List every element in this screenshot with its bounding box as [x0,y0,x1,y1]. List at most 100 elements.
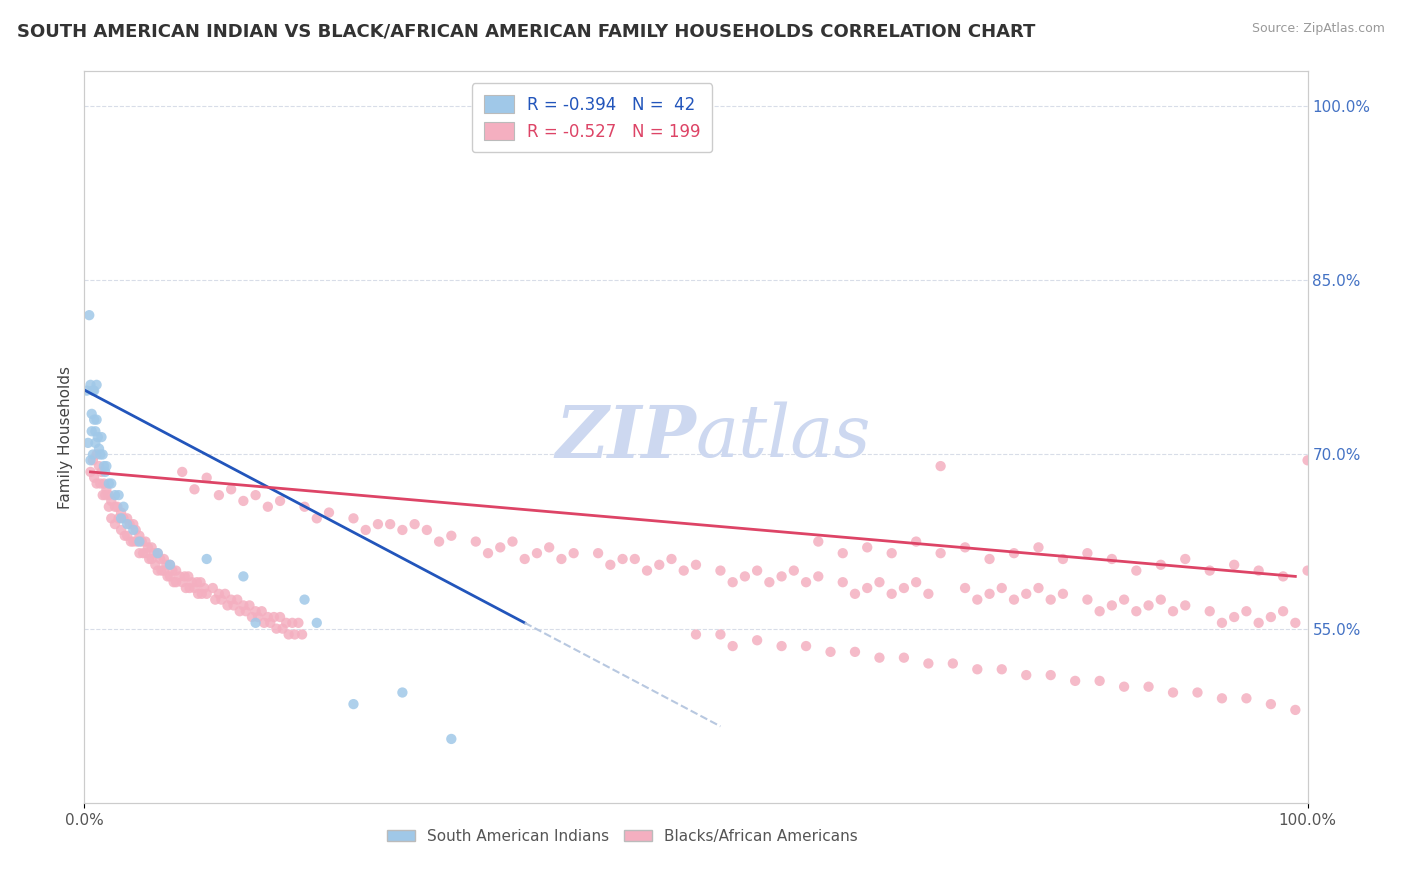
Point [1223,610,1246,624]
Point [107,511,129,525]
Point [266,622,288,636]
Point [1088,604,1111,618]
Point [208,587,231,601]
Point [90,465,112,479]
Point [214,587,236,601]
Point [83,471,105,485]
Point [1260,697,1282,711]
Point [661,552,683,566]
Point [1284,703,1306,717]
Point [86,377,108,392]
Point [276,615,298,630]
Point [1211,615,1233,630]
Point [83,384,105,398]
Point [132,546,155,560]
Point [187,587,209,601]
Point [1039,592,1062,607]
Point [146,564,169,578]
Point [709,564,731,578]
Point [253,615,276,630]
Point [263,610,285,624]
Point [84,436,107,450]
Point [929,546,952,560]
Point [1125,604,1147,618]
Point [79,377,101,392]
Point [125,523,148,537]
Point [1114,680,1136,694]
Point [232,599,254,613]
Point [94,488,117,502]
Point [281,615,304,630]
Point [122,534,145,549]
Point [367,517,389,532]
Point [107,488,129,502]
Point [269,494,291,508]
Text: SOUTH AMERICAN INDIAN VS BLACK/AFRICAN AMERICAN FAMILY HOUSEHOLDS CORRELATION CH: SOUTH AMERICAN INDIAN VS BLACK/AFRICAN A… [17,22,1035,40]
Point [179,581,201,595]
Point [1137,599,1160,613]
Point [721,639,744,653]
Point [247,610,270,624]
Point [183,581,205,595]
Point [190,575,212,590]
Point [953,541,976,555]
Point [404,517,426,532]
Point [245,615,267,630]
Point [269,610,291,624]
Point [89,448,111,462]
Point [105,500,128,514]
Point [979,587,1001,601]
Point [193,581,215,595]
Point [165,575,187,590]
Point [232,494,254,508]
Point [90,430,112,444]
Point [905,575,928,590]
Point [245,488,267,502]
Point [1187,685,1209,699]
Point [893,581,915,595]
Point [138,552,160,566]
Point [97,476,120,491]
Point [1236,691,1258,706]
Point [82,453,104,467]
Point [305,615,328,630]
Point [391,523,413,537]
Point [94,465,117,479]
Point [1150,592,1173,607]
Point [245,604,267,618]
Point [172,465,194,479]
Point [1114,592,1136,607]
Point [146,546,169,560]
Point [86,412,108,426]
Point [1028,541,1050,555]
Point [1161,685,1184,699]
Point [77,436,100,450]
Point [354,523,377,537]
Point [79,465,101,479]
Point [232,569,254,583]
Point [204,592,226,607]
Point [905,534,928,549]
Point [1296,564,1319,578]
Point [240,610,263,624]
Point [112,500,135,514]
Point [1076,546,1098,560]
Point [97,488,120,502]
Point [966,662,988,676]
Point [217,599,239,613]
Point [685,627,707,641]
Point [86,476,108,491]
Point [93,476,115,491]
Point [624,552,647,566]
Point [844,645,866,659]
Point [172,575,194,590]
Point [1247,564,1270,578]
Point [96,483,118,497]
Point [869,575,891,590]
Point [250,604,273,618]
Point [685,558,707,572]
Point [114,529,136,543]
Point [612,552,634,566]
Point [709,627,731,641]
Point [427,534,450,549]
